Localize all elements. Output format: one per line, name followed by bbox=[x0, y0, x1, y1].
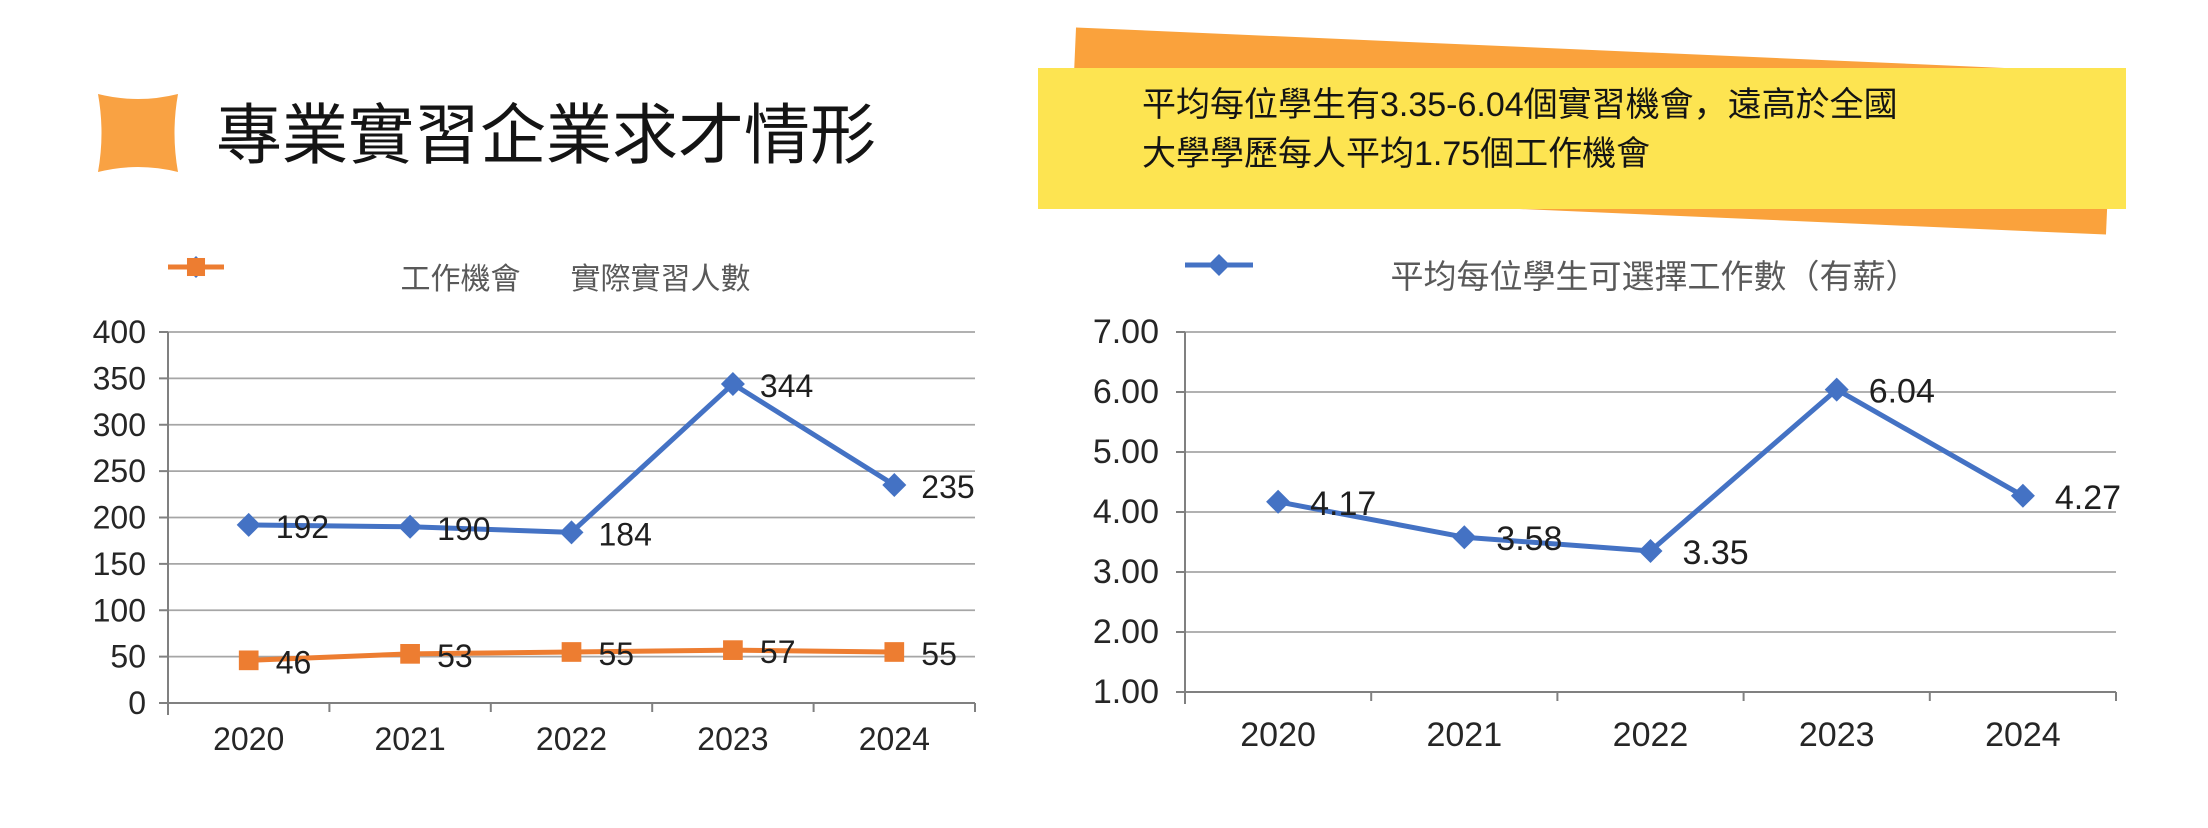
x-tick-label: 2024 bbox=[1985, 716, 2061, 754]
diamond-marker bbox=[236, 512, 261, 537]
data-label: 184 bbox=[599, 516, 652, 552]
y-tick-label: 1.00 bbox=[1093, 673, 1159, 711]
x-tick-label: 2020 bbox=[1240, 716, 1316, 754]
series-line bbox=[1277, 387, 2025, 554]
diamond-marker bbox=[1266, 489, 1291, 514]
callout-line1: 平均每位學生有3.35-6.04個實習機會，遠高於全國 bbox=[1142, 86, 1898, 124]
data-label: 190 bbox=[437, 511, 490, 547]
data-label: 57 bbox=[760, 634, 796, 670]
diamond-marker bbox=[720, 371, 745, 396]
y-tick-label: 200 bbox=[93, 500, 146, 536]
square-marker bbox=[400, 644, 420, 664]
y-tick-label: 4.00 bbox=[1093, 493, 1159, 531]
x-tick-label: 2021 bbox=[1426, 716, 1502, 754]
x-tick-label: 2024 bbox=[859, 721, 930, 757]
left-chart-canvas: 0 50 100 150 200 250 300 350 400 2020 2021 2022 2023… bbox=[93, 314, 976, 757]
data-label: 46 bbox=[276, 644, 312, 680]
y-tick-label: 250 bbox=[93, 453, 146, 489]
title-bullet-shape bbox=[98, 94, 178, 172]
data-label: 4.17 bbox=[1310, 485, 1376, 523]
diamond-marker bbox=[398, 514, 423, 539]
page-title: 專業實習企業求才情形 bbox=[216, 98, 876, 172]
x-tick-label: 2023 bbox=[697, 721, 768, 757]
y-tick-label: 2.00 bbox=[1093, 613, 1159, 651]
y-tick-label: 50 bbox=[110, 639, 146, 675]
y-tick-label: 3.00 bbox=[1093, 553, 1159, 591]
data-label: 3.58 bbox=[1496, 520, 1562, 558]
x-tick-label: 2021 bbox=[375, 721, 446, 757]
x-tick-label: 2023 bbox=[1799, 716, 1875, 754]
data-label: 192 bbox=[276, 509, 329, 545]
title-bullet-icon bbox=[98, 94, 178, 172]
y-tick-label: 7.00 bbox=[1093, 313, 1159, 351]
callout-line2: 大學學歷每人平均1.75個工作機會 bbox=[1142, 135, 1651, 173]
y-tick-label: 350 bbox=[93, 360, 146, 396]
series-line bbox=[248, 381, 896, 535]
data-label: 3.35 bbox=[1683, 534, 1749, 572]
y-tick-label: 300 bbox=[93, 407, 146, 443]
y-tick-label: 0 bbox=[128, 685, 146, 721]
data-label: 55 bbox=[921, 636, 957, 672]
y-tick-label: 100 bbox=[93, 592, 146, 628]
left-chart: 0 50 100 150 200 250 300 350 400 2020 2021 2022 2023… bbox=[40, 240, 1050, 800]
square-marker bbox=[238, 650, 259, 671]
x-tick-label: 2022 bbox=[1613, 716, 1689, 754]
x-tick-label: 2020 bbox=[213, 721, 284, 757]
y-tick-label: 150 bbox=[93, 546, 146, 582]
square-marker bbox=[561, 642, 582, 662]
diamond-marker bbox=[1452, 525, 1477, 550]
y-tick-label: 400 bbox=[93, 314, 146, 350]
callout: 平均每位學生有3.35-6.04個實習機會，遠高於全國 大學學歷每人平均1.75… bbox=[1038, 68, 2126, 209]
data-label: 53 bbox=[437, 638, 473, 674]
square-marker bbox=[723, 640, 743, 660]
x-tick-label: 2022 bbox=[536, 721, 607, 757]
right-chart: 1.00 2.00 3.00 4.00 5.00 6.00 7.00 2020 2021 2022… bbox=[1050, 240, 2208, 800]
diamond-marker bbox=[1638, 539, 1663, 563]
data-label: 344 bbox=[760, 368, 813, 404]
y-tick-label: 6.00 bbox=[1093, 373, 1159, 411]
right-chart-canvas: 1.00 2.00 3.00 4.00 5.00 6.00 7.00 2020 2021 2022… bbox=[1093, 313, 2121, 754]
diamond-marker bbox=[1824, 377, 1849, 402]
data-label: 235 bbox=[921, 469, 974, 505]
diamond-marker bbox=[2010, 483, 2035, 508]
y-tick-label: 5.00 bbox=[1093, 433, 1159, 471]
data-label: 6.04 bbox=[1869, 373, 1935, 411]
square-marker bbox=[884, 642, 905, 662]
data-label: 4.27 bbox=[2055, 479, 2121, 517]
diamond-marker bbox=[882, 473, 907, 498]
data-label: 55 bbox=[599, 636, 635, 672]
diamond-marker bbox=[559, 520, 584, 545]
